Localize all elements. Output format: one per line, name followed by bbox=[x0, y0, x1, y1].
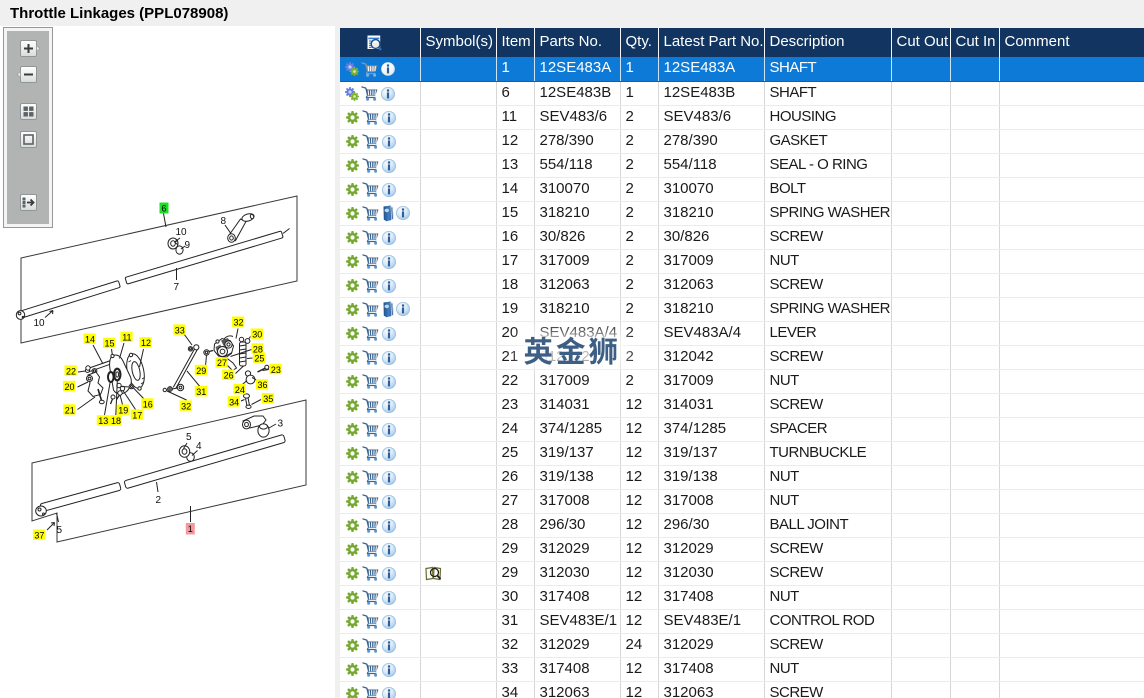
svg-text:3: 3 bbox=[278, 419, 284, 430]
svg-text:11: 11 bbox=[122, 333, 131, 343]
svg-text:10: 10 bbox=[34, 318, 46, 329]
svg-text:20: 20 bbox=[64, 382, 74, 392]
svg-text:35: 35 bbox=[263, 394, 273, 404]
svg-text:23: 23 bbox=[271, 365, 281, 375]
svg-text:33: 33 bbox=[175, 325, 185, 335]
svg-text:32: 32 bbox=[233, 318, 243, 328]
svg-text:30: 30 bbox=[252, 330, 262, 340]
svg-text:29: 29 bbox=[196, 366, 206, 376]
svg-text:10: 10 bbox=[176, 227, 188, 238]
svg-text:5: 5 bbox=[186, 432, 192, 443]
svg-text:2: 2 bbox=[156, 495, 162, 506]
svg-text:18: 18 bbox=[111, 416, 121, 426]
svg-text:22: 22 bbox=[66, 366, 76, 376]
svg-text:7: 7 bbox=[174, 282, 180, 293]
svg-text:28: 28 bbox=[253, 344, 263, 354]
svg-text:4: 4 bbox=[196, 441, 202, 452]
svg-text:37: 37 bbox=[34, 531, 44, 541]
svg-text:26: 26 bbox=[224, 371, 234, 381]
svg-text:17: 17 bbox=[132, 410, 142, 420]
svg-text:6: 6 bbox=[161, 204, 166, 214]
svg-text:32: 32 bbox=[181, 401, 191, 411]
svg-text:21: 21 bbox=[65, 405, 75, 415]
svg-text:27: 27 bbox=[217, 358, 227, 368]
svg-text:1: 1 bbox=[188, 524, 193, 534]
svg-text:8: 8 bbox=[221, 216, 227, 227]
svg-text:34: 34 bbox=[229, 397, 239, 407]
svg-text:19: 19 bbox=[118, 406, 128, 416]
svg-text:16: 16 bbox=[143, 399, 153, 409]
svg-text:15: 15 bbox=[104, 339, 114, 349]
svg-text:5: 5 bbox=[57, 525, 63, 536]
svg-text:14: 14 bbox=[85, 335, 95, 345]
svg-text:36: 36 bbox=[257, 380, 267, 390]
svg-text:24: 24 bbox=[235, 385, 245, 395]
svg-text:31: 31 bbox=[196, 387, 206, 397]
svg-text:25: 25 bbox=[254, 354, 264, 364]
svg-text:9: 9 bbox=[185, 240, 191, 251]
svg-text:13: 13 bbox=[98, 416, 108, 426]
svg-text:12: 12 bbox=[141, 338, 151, 348]
